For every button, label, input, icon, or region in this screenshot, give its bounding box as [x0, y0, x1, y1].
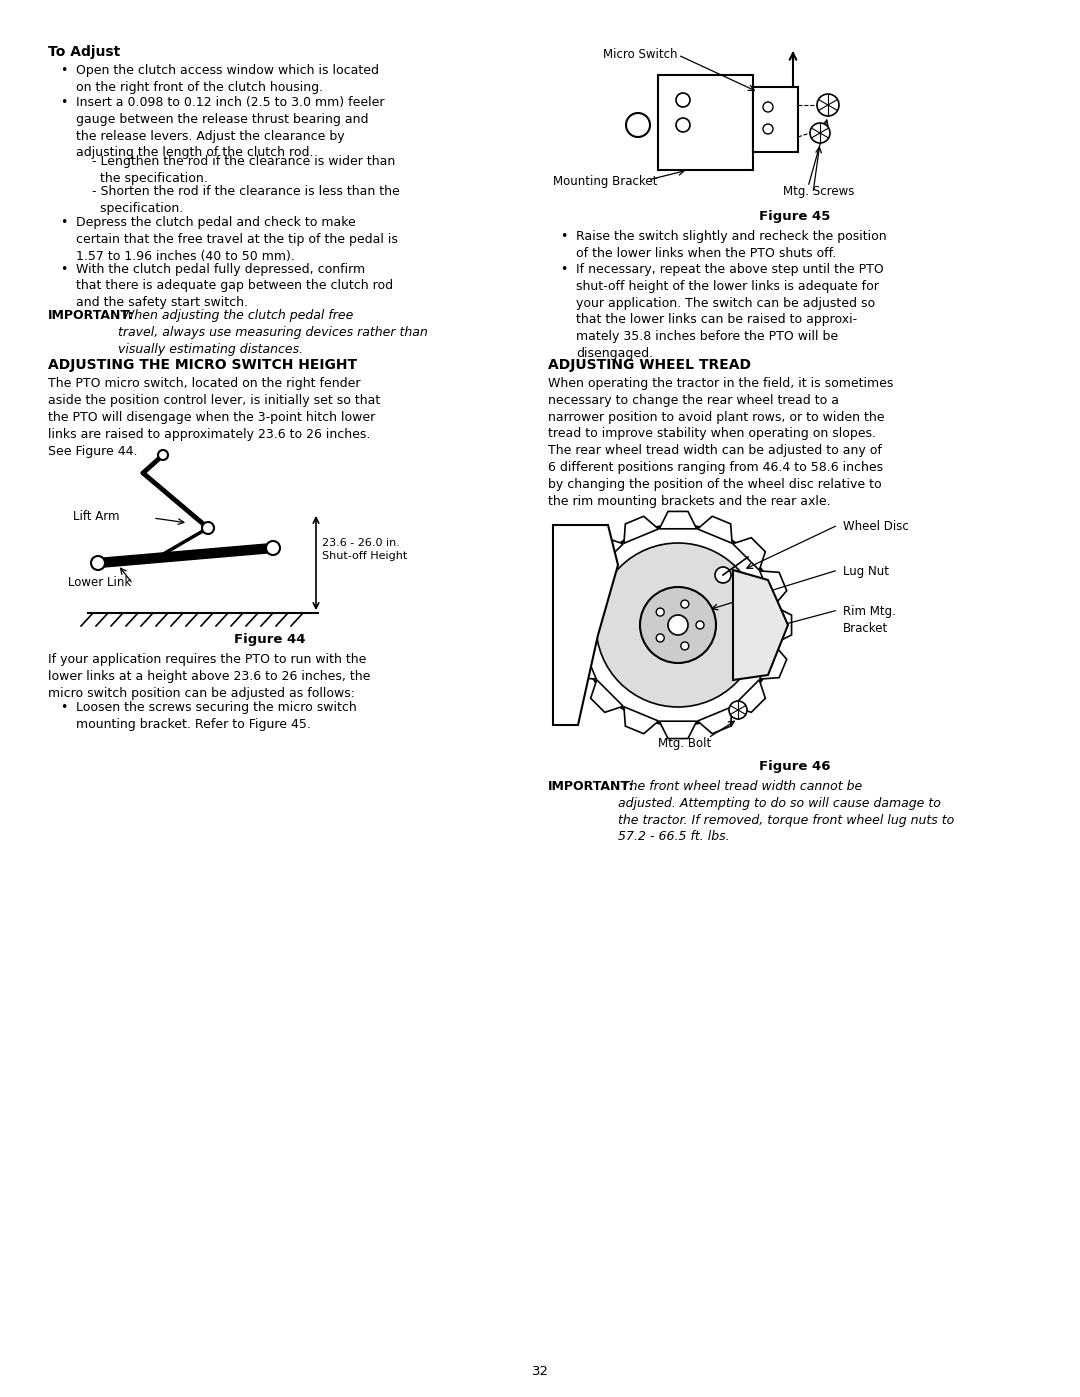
Polygon shape [698, 707, 732, 733]
Text: Open the clutch access window which is located
on the right front of the clutch : Open the clutch access window which is l… [76, 64, 379, 94]
Text: Lower Link: Lower Link [68, 576, 132, 590]
Text: 32: 32 [531, 1365, 549, 1377]
Circle shape [676, 94, 690, 108]
Polygon shape [733, 538, 766, 570]
Polygon shape [565, 606, 582, 644]
Circle shape [640, 587, 716, 664]
Polygon shape [659, 511, 697, 529]
Text: With the clutch pedal fully depressed, confirm
that there is adequate gap betwee: With the clutch pedal fully depressed, c… [76, 263, 393, 309]
Text: ADJUSTING THE MICRO SWITCH HEIGHT: ADJUSTING THE MICRO SWITCH HEIGHT [48, 359, 357, 373]
Text: Wheel Disc: Wheel Disc [843, 520, 908, 534]
Circle shape [202, 522, 214, 534]
Text: Mtg. Bolt: Mtg. Bolt [658, 738, 712, 750]
Text: Raise the switch slightly and recheck the position
of the lower links when the P: Raise the switch slightly and recheck th… [576, 231, 887, 260]
Bar [753, 87, 798, 152]
Text: •: • [60, 701, 67, 714]
Circle shape [669, 615, 688, 636]
Circle shape [676, 117, 690, 131]
Text: When adjusting the clutch pedal free
travel, always use measuring devices rather: When adjusting the clutch pedal free tra… [118, 309, 428, 356]
Polygon shape [659, 721, 697, 739]
Circle shape [762, 102, 773, 112]
Text: Mtg. Screws: Mtg. Screws [783, 184, 854, 198]
Text: ADJUSTING WHEEL TREAD: ADJUSTING WHEEL TREAD [548, 358, 751, 372]
Bar [97, 543, 273, 567]
Text: Mounting Bracket: Mounting Bracket [553, 175, 658, 189]
Polygon shape [774, 606, 792, 644]
Text: •: • [60, 217, 67, 229]
Circle shape [762, 124, 773, 134]
Text: When operating the tractor in the field, it is sometimes
necessary to change the: When operating the tractor in the field,… [548, 377, 893, 507]
Circle shape [266, 541, 280, 555]
Text: Figure 46: Figure 46 [759, 760, 831, 773]
Circle shape [657, 634, 664, 643]
Text: If your application requires the PTO to run with the
lower links at a height abo: If your application requires the PTO to … [48, 652, 370, 700]
Circle shape [158, 450, 168, 460]
Text: Rim Mtg.
Bracket: Rim Mtg. Bracket [843, 605, 896, 634]
Text: •: • [60, 64, 67, 77]
Circle shape [680, 601, 689, 608]
Polygon shape [624, 707, 659, 733]
Polygon shape [733, 680, 766, 712]
Polygon shape [569, 644, 596, 679]
Polygon shape [591, 538, 623, 570]
Text: Insert a 0.098 to 0.12 inch (2.5 to 3.0 mm) feeler
gauge between the release thr: Insert a 0.098 to 0.12 inch (2.5 to 3.0 … [76, 96, 384, 159]
Polygon shape [553, 525, 618, 725]
Polygon shape [624, 517, 659, 543]
Circle shape [816, 94, 839, 116]
Circle shape [626, 113, 650, 137]
Text: The front wheel tread width cannot be
adjusted. Attempting to do so will cause d: The front wheel tread width cannot be ad… [618, 780, 955, 844]
Circle shape [729, 701, 747, 719]
Text: - Lengthen the rod if the clearance is wider than
  the specification.: - Lengthen the rod if the clearance is w… [92, 155, 395, 184]
Polygon shape [591, 680, 623, 712]
Text: If necessary, repeat the above step until the PTO
shut-off height of the lower l: If necessary, repeat the above step unti… [576, 263, 883, 360]
Text: The PTO micro switch, located on the right fender
aside the position control lev: The PTO micro switch, located on the rig… [48, 377, 380, 458]
Circle shape [657, 608, 664, 616]
Text: Loosen the screws securing the micro switch
mounting bracket. Refer to Figure 45: Loosen the screws securing the micro swi… [76, 701, 356, 731]
Polygon shape [759, 571, 786, 605]
Text: Figure 45: Figure 45 [759, 210, 831, 224]
Polygon shape [698, 517, 732, 543]
Text: Figure 44: Figure 44 [234, 633, 306, 645]
Text: •: • [561, 231, 567, 243]
Polygon shape [658, 75, 753, 170]
Text: 23.6 - 26.0 in.
Shut-off Height: 23.6 - 26.0 in. Shut-off Height [322, 538, 407, 560]
Text: •: • [60, 96, 67, 109]
Text: Lug Nut: Lug Nut [843, 564, 889, 578]
Polygon shape [733, 570, 788, 680]
Circle shape [715, 567, 731, 583]
Text: •: • [60, 263, 67, 275]
Text: IMPORTANT:: IMPORTANT: [548, 780, 634, 793]
Circle shape [696, 622, 704, 629]
Circle shape [596, 543, 760, 707]
Text: IMPORTANT:: IMPORTANT: [48, 309, 134, 321]
Circle shape [680, 643, 689, 650]
Polygon shape [569, 571, 596, 605]
Polygon shape [759, 644, 786, 679]
Text: •: • [561, 263, 567, 277]
Circle shape [810, 123, 831, 142]
Circle shape [91, 556, 105, 570]
Circle shape [578, 525, 778, 725]
Text: Lift Arm: Lift Arm [73, 510, 120, 522]
Text: To Adjust: To Adjust [48, 45, 120, 59]
Text: - Shorten the rod if the clearance is less than the
  specification.: - Shorten the rod if the clearance is le… [92, 184, 400, 215]
Text: Micro Switch: Micro Switch [603, 47, 677, 61]
Text: Depress the clutch pedal and check to make
certain that the free travel at the t: Depress the clutch pedal and check to ma… [76, 217, 397, 263]
